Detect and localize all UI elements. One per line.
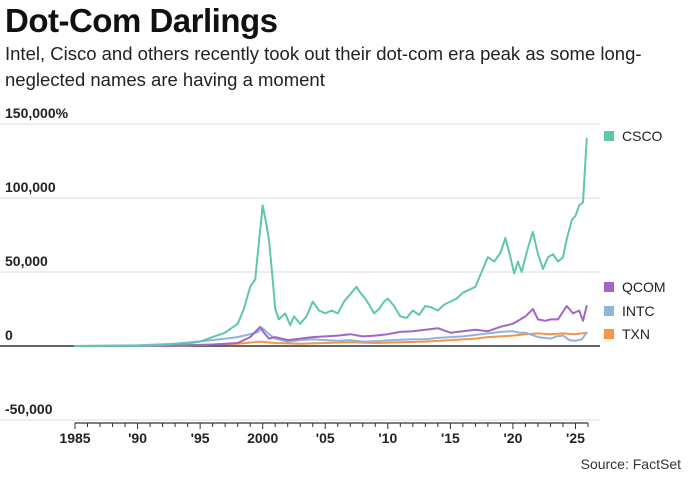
x-tick-label: '05: [316, 430, 335, 446]
chart-subtitle: Intel, Cisco and others recently took ou…: [5, 43, 642, 90]
source-note: Source: FactSet: [580, 456, 681, 472]
y-tick-label: 100,000: [5, 179, 56, 195]
legend: CSCO QCOM INTC TXN: [604, 128, 666, 342]
y-tick-label: 50,000: [5, 253, 48, 269]
y-tick-label: 150,000%: [5, 105, 69, 121]
series-line-intc: [74, 327, 588, 347]
y-tick-label: 0: [5, 327, 13, 343]
legend-swatch-intc: [604, 306, 614, 316]
x-tick-label: '25: [566, 430, 585, 446]
series-line-csco: [74, 137, 588, 347]
y-tick-label: -50,000: [5, 401, 53, 417]
chart-title: Dot-Com Darlings: [5, 2, 278, 39]
legend-label-txn: TXN: [622, 326, 650, 342]
legend-swatch-qcom: [604, 282, 614, 292]
legend-label-intc: INTC: [622, 303, 655, 319]
x-axis: 1985 '90 '95 2000 '05 '10 '15 '20 '25: [59, 422, 589, 446]
x-tick-label: 1985: [59, 430, 90, 446]
x-tick-label: 2000: [247, 430, 278, 446]
legend-label-qcom: QCOM: [622, 279, 666, 295]
x-tick-label: '95: [191, 430, 210, 446]
legend-swatch-txn: [604, 329, 614, 339]
grid-lines: [0, 123, 600, 421]
x-tick-label: '15: [441, 430, 460, 446]
legend-label-csco: CSCO: [622, 128, 663, 144]
x-tick-label: '10: [378, 430, 397, 446]
legend-swatch-csco: [604, 131, 614, 141]
series-line-txn: [74, 331, 588, 347]
x-tick-label: '90: [128, 430, 147, 446]
x-tick-label: '20: [503, 430, 522, 446]
series-line-qcom: [74, 305, 588, 347]
y-axis-labels: 150,000% 100,000 50,000 0 -50,000: [5, 105, 69, 417]
series-lines: [74, 137, 588, 347]
